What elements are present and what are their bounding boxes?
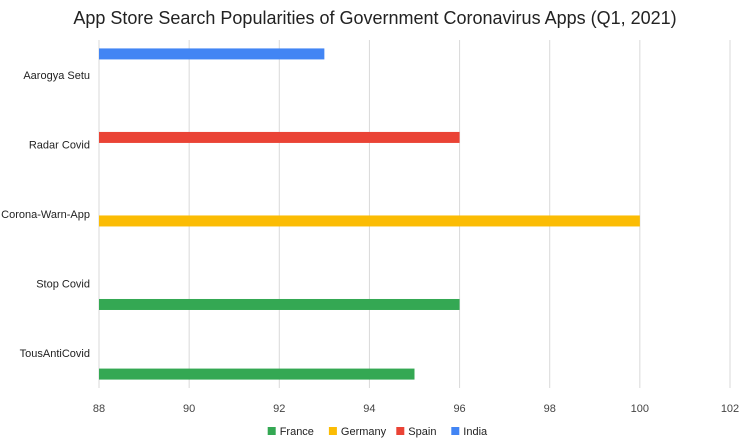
legend-label-india: India — [463, 426, 488, 438]
x-tick-label: 96 — [453, 403, 465, 415]
legend-swatch-france — [267, 427, 276, 435]
x-tick-label: 100 — [631, 403, 649, 415]
x-tick-label: 98 — [544, 403, 556, 415]
x-tick-label: 102 — [721, 403, 739, 415]
bar-france-stop-covid — [99, 298, 460, 310]
x-axis-ticks: 88 90 92 94 96 98 100 102 — [93, 403, 739, 415]
legend-swatch-india — [451, 427, 460, 435]
chart-title: App Store Search Popularities of Governm… — [73, 8, 677, 28]
category-labels: Aarogya Setu Radar Covid Corona-Warn-App St… — [1, 70, 90, 360]
category-label-stop-covid: Stop Covid — [36, 279, 90, 291]
x-tick-label: 92 — [273, 403, 285, 415]
x-tick-label: 94 — [363, 403, 375, 415]
x-tick-label: 90 — [183, 403, 195, 415]
legend-label-germany: Germany — [341, 426, 387, 438]
legend-swatch-spain — [396, 427, 405, 435]
x-tick-label: 88 — [93, 403, 105, 415]
bar-france-tousanticovid — [99, 368, 415, 380]
category-label-radar-covid: Radar Covid — [29, 139, 90, 151]
category-label-aarogya-setu: Aarogya Setu — [23, 70, 90, 82]
legend-label-france: France — [280, 426, 314, 438]
legend-label-spain: Spain — [408, 426, 436, 438]
legend-swatch-germany — [328, 427, 337, 435]
legend: France Germany Spain India — [267, 426, 488, 438]
gridlines — [98, 40, 731, 388]
bar-spain-radar-covid — [99, 131, 460, 143]
bar-india-aarogya-setu — [99, 48, 325, 60]
category-label-tousanticovid: TousAntiCovid — [20, 348, 90, 360]
category-label-corona-warn-app: Corona-Warn-App — [1, 209, 90, 221]
bars — [99, 48, 640, 380]
bar-germany-corona-warn-app — [99, 215, 640, 227]
